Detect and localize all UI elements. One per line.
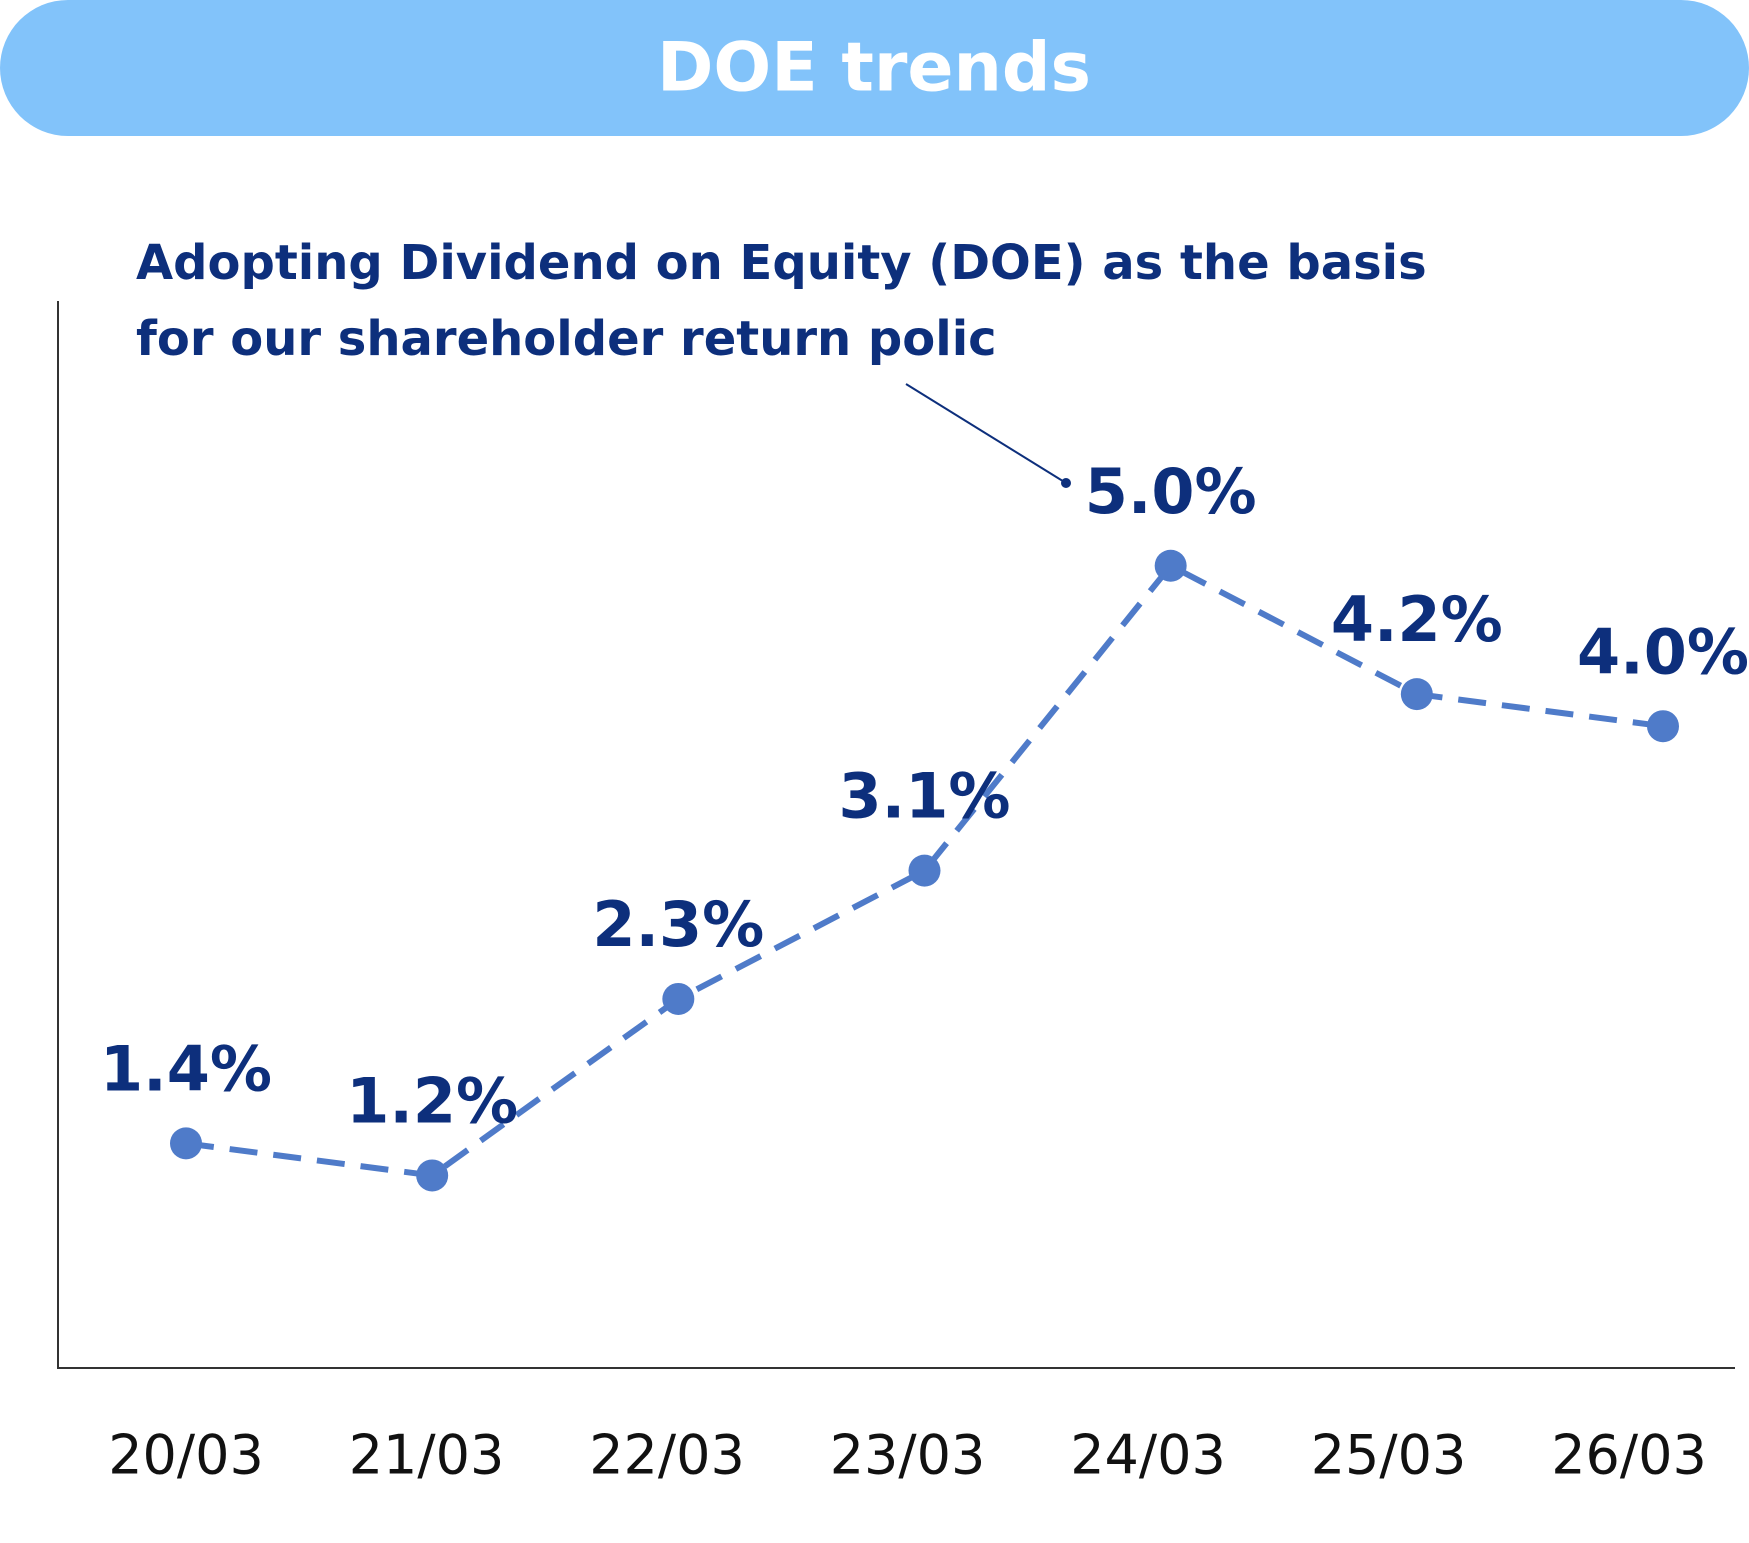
annotation: for our shareholder return polic	[136, 311, 997, 367]
data-label: 1.4%	[100, 1032, 272, 1105]
data-point	[1400, 678, 1433, 711]
data-point	[908, 854, 941, 887]
x-tick-label: 21/03	[349, 1424, 505, 1487]
data-label: 3.1%	[839, 760, 1011, 833]
x-tick-label: 24/03	[1070, 1424, 1226, 1487]
data-label: 5.0%	[1085, 455, 1257, 528]
data-label: 2.3%	[592, 888, 764, 961]
data-label: 1.2%	[346, 1065, 518, 1138]
data-point	[416, 1159, 449, 1192]
x-tick-label: 25/03	[1311, 1424, 1467, 1487]
x-tick-label: 26/03	[1551, 1424, 1707, 1487]
annotation: Adopting Dividend on Equity (DOE) as the…	[136, 235, 1427, 291]
data-label: 4.2%	[1331, 583, 1503, 656]
data-label: 4.0%	[1577, 615, 1749, 688]
title-banner	[0, 0, 1749, 136]
annotation-leader-dot	[1061, 478, 1071, 488]
annotation-leader	[905, 383, 1067, 484]
x-tick-label: 22/03	[589, 1424, 745, 1487]
data-point	[170, 1127, 202, 1160]
data-point	[662, 982, 695, 1015]
axis	[57, 301, 1735, 1369]
chart-title: DOE trends	[657, 29, 1091, 108]
x-tick-label: 23/03	[830, 1424, 986, 1487]
x-tick-label: 20/03	[108, 1424, 264, 1487]
data-point	[1647, 710, 1679, 743]
data-point	[1154, 549, 1187, 582]
